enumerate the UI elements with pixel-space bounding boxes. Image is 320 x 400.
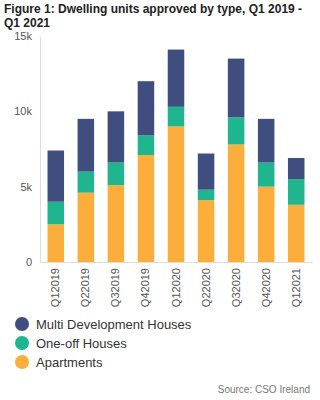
x-tick: Q42019: [139, 262, 151, 307]
bar: [228, 59, 245, 118]
bar: [78, 193, 95, 262]
bar: [78, 172, 95, 193]
y-axis: 0 5k 10k 15k: [14, 30, 40, 268]
bar: [78, 119, 95, 172]
y-tick: 0: [26, 256, 40, 268]
x-tick: Q22019: [79, 262, 91, 307]
legend-item: One-off Houses: [15, 336, 127, 351]
x-tick-label: Q32020: [230, 268, 242, 307]
y-axis-line: [40, 37, 41, 263]
x-axis: Q12019 Q22019 Q32019 Q42019 Q12020 Q22020 Q320…: [41, 262, 313, 307]
y-tick: 15k: [14, 30, 40, 42]
bar: [138, 81, 155, 135]
bar: [108, 111, 125, 162]
bar: [258, 187, 275, 262]
x-tick-label: Q22019: [79, 268, 91, 307]
series: [48, 50, 305, 202]
bar: [168, 126, 185, 262]
bar: [288, 179, 305, 205]
legend-swatch: [15, 336, 29, 350]
plot: 05k10k15kQ12019Q22019Q32019Q42019Q12020Q…: [14, 30, 312, 307]
legend-item: Apartments: [15, 355, 103, 370]
bar: [138, 135, 155, 155]
y-tick-label: 10k: [14, 105, 32, 117]
bar: [108, 185, 125, 262]
bar: [168, 50, 185, 107]
bar: [258, 163, 275, 187]
y-tick-label: 15k: [14, 30, 32, 42]
title-line: Q1 2021: [4, 16, 50, 30]
title-line: Figure 1: Dwelling units approved by typ…: [4, 2, 302, 16]
x-axis-line: [41, 262, 313, 263]
y-tick: 5k: [20, 181, 40, 193]
x-tick-label: Q12019: [49, 268, 61, 307]
x-tick-label: Q32019: [109, 268, 121, 307]
x-tick: Q32020: [230, 262, 242, 307]
x-tick: Q22020: [200, 262, 212, 307]
source: Source: CSO Ireland: [218, 384, 310, 395]
bars: [48, 50, 305, 262]
x-tick-label: Q42019: [139, 268, 151, 307]
legend-label: Apartments: [36, 355, 103, 370]
bar: [198, 154, 215, 190]
legend-label: Multi Development Houses: [36, 317, 192, 332]
legend-item: Multi Development Houses: [15, 317, 192, 332]
x-tick: Q12020: [170, 262, 182, 307]
legend-swatch: [15, 317, 29, 331]
x-tick-label: Q12020: [170, 268, 182, 307]
legend: Multi Development Houses One-off Houses Ap…: [15, 317, 192, 370]
y-tick-label: 0: [26, 256, 32, 268]
bar: [48, 151, 65, 202]
x-tick: Q42020: [260, 262, 272, 307]
x-tick: Q12019: [49, 262, 61, 307]
bar: [288, 205, 305, 262]
chart: Figure 1: Dwelling units approved by typ…: [0, 0, 320, 400]
series: [48, 107, 305, 225]
x-tick-label: Q22020: [200, 268, 212, 307]
x-tick-label: Q12021: [290, 268, 302, 307]
bar: [288, 158, 305, 179]
x-tick: Q12021: [290, 262, 302, 307]
bar: [258, 119, 275, 163]
bar: [138, 155, 155, 262]
y-tick-label: 5k: [20, 181, 32, 193]
x-tick-label: Q42020: [260, 268, 272, 307]
bar: [228, 117, 245, 144]
legend-swatch: [15, 355, 29, 369]
title: Figure 1: Dwelling units approved by typ…: [4, 2, 302, 30]
bar: [168, 107, 185, 127]
y-tick: 10k: [14, 105, 40, 117]
bar: [48, 224, 65, 262]
bar: [198, 190, 215, 201]
bar: [198, 200, 215, 262]
x-tick: Q32019: [109, 262, 121, 307]
bar: [228, 144, 245, 262]
bar: [48, 202, 65, 225]
legend-label: One-off Houses: [36, 336, 127, 351]
bar: [108, 163, 125, 186]
